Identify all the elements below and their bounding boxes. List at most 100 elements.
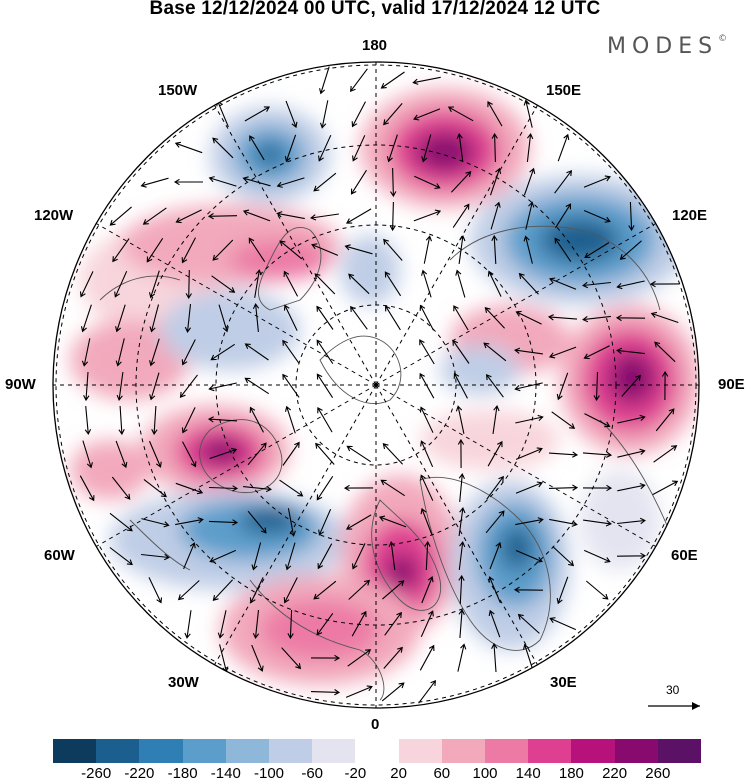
wind-vector-arrow [247, 442, 267, 466]
wind-vector-arrow [419, 372, 435, 399]
wind-vector-arrow [582, 281, 611, 289]
wind-vector-arrow [281, 647, 302, 670]
wind-vector-arrow [207, 213, 238, 220]
wind-vector-arrow [143, 478, 167, 498]
wind-vector-arrow [141, 518, 170, 528]
wind-vector-arrow [174, 141, 203, 154]
weak-anomaly-patch [440, 345, 520, 395]
wind-vector-arrow [212, 137, 234, 159]
colorbar-tick-label: 100 [472, 765, 498, 782]
wind-vector-arrow [583, 175, 611, 188]
wind-vector-arrow [551, 411, 576, 429]
wind-vector-arrow [518, 272, 539, 295]
wind-vector-arrow [310, 689, 341, 696]
lon-label-90e: 90E [718, 376, 745, 393]
modes-logo: MODES© [607, 34, 728, 59]
weak-anomaly-patch [160, 290, 300, 370]
wind-vector-arrow [554, 237, 572, 262]
colorbar-cell [53, 739, 97, 763]
colorbar-cell [485, 739, 529, 763]
lon-label-30e: 30E [550, 674, 577, 691]
wind-vector-arrow [491, 132, 498, 163]
wind-vector-arrow [244, 377, 270, 395]
wind-vector-arrow [419, 406, 434, 433]
wind-vector-arrow [514, 347, 543, 355]
wind-vector-arrow [390, 167, 397, 198]
wind-vector-arrow [649, 280, 680, 288]
wind-vector-arrow [182, 441, 197, 468]
wind-vector-arrow [352, 135, 366, 162]
wind-vector-arrow [319, 100, 329, 129]
wind-vector-arrow [247, 510, 267, 534]
wind-vector-arrow [249, 135, 265, 161]
wind-vector-arrow [80, 304, 92, 333]
wind-vector-arrow [348, 579, 371, 600]
wind-vector-arrow [287, 508, 296, 537]
wind-vector-arrow [149, 338, 160, 367]
wind-vector-arrow [420, 440, 434, 468]
wind-vector-arrow [148, 440, 162, 468]
reference-vector-arrow [648, 702, 700, 710]
wind-vector-arrow [316, 339, 334, 365]
colorbar-tick-label: -60 [301, 765, 324, 782]
wind-vector-arrow [252, 303, 260, 332]
wind-vector-arrow [351, 101, 366, 128]
wind-vector-arrow [384, 611, 402, 636]
wind-vector-arrow [523, 99, 533, 128]
wind-vector-arrow [149, 304, 160, 333]
wind-vector-arrow [317, 543, 333, 570]
wind-vector-arrow [457, 643, 467, 672]
wind-vector-arrow [177, 580, 200, 601]
coastlines [99, 225, 681, 701]
colorbar-tick-label: -20 [344, 765, 367, 782]
wind-vector-arrow [142, 207, 167, 225]
wind-vector-arrow [351, 543, 366, 570]
wind-vector-arrow [212, 239, 234, 261]
wind-vector-arrow [345, 208, 372, 224]
wind-vector-arrow [526, 133, 534, 162]
wind-vector-arrow [490, 201, 501, 230]
wind-vector-arrow [547, 314, 578, 321]
lon-label-180: 180 [362, 37, 388, 54]
wind-vector-arrow [285, 542, 296, 571]
wind-vector-arrow [486, 475, 504, 500]
lon-label-150w: 150W [158, 82, 198, 99]
wind-vector-arrow [211, 275, 236, 293]
wind-vector-arrow [653, 445, 678, 463]
wind-vector-arrow [555, 203, 572, 229]
wind-vector-arrow [251, 644, 264, 672]
wind-vector-arrow [348, 273, 370, 295]
wind-vector-arrow [346, 445, 372, 463]
wind-vector-arrow [317, 406, 333, 433]
wind-vector-arrow [310, 213, 339, 221]
wind-vector-arrow [583, 345, 610, 360]
wind-vector-arrow [175, 517, 204, 526]
wind-vector-arrow [252, 610, 260, 639]
wind-vector-arrow [218, 304, 229, 333]
wind-vector-arrow [628, 201, 635, 232]
colorbar-tick-label: 60 [433, 765, 451, 782]
colorbar-tick-label: -260 [81, 765, 112, 782]
wind-vector-arrow [181, 339, 196, 366]
wind-vector-arrow [115, 338, 125, 367]
wind-vector-arrow [209, 447, 238, 460]
wind-vector-arrow [523, 167, 536, 196]
wind-vector-arrow [313, 172, 337, 192]
wind-vector-arrow [82, 440, 93, 469]
wind-vector-arrow [351, 610, 367, 637]
wind-vector-arrow [549, 617, 577, 631]
wind-vector-arrow [582, 315, 611, 323]
wind-vector-arrow [554, 169, 573, 194]
wind-vector-arrow [523, 235, 533, 264]
wind-vector-arrow [384, 271, 402, 297]
wind-vector-arrow [513, 586, 544, 593]
wind-vector-arrow [243, 485, 272, 493]
wind-vector-arrow [244, 106, 271, 122]
wind-vector-arrow [455, 405, 465, 434]
colorbar-tick-label: -140 [210, 765, 241, 782]
colorbar-cell [657, 739, 702, 763]
lon-label-90w: 90W [5, 376, 36, 393]
wind-vector-arrow [419, 644, 435, 671]
wind-vector-arrow [279, 240, 303, 260]
wind-vector-arrow [283, 270, 299, 297]
